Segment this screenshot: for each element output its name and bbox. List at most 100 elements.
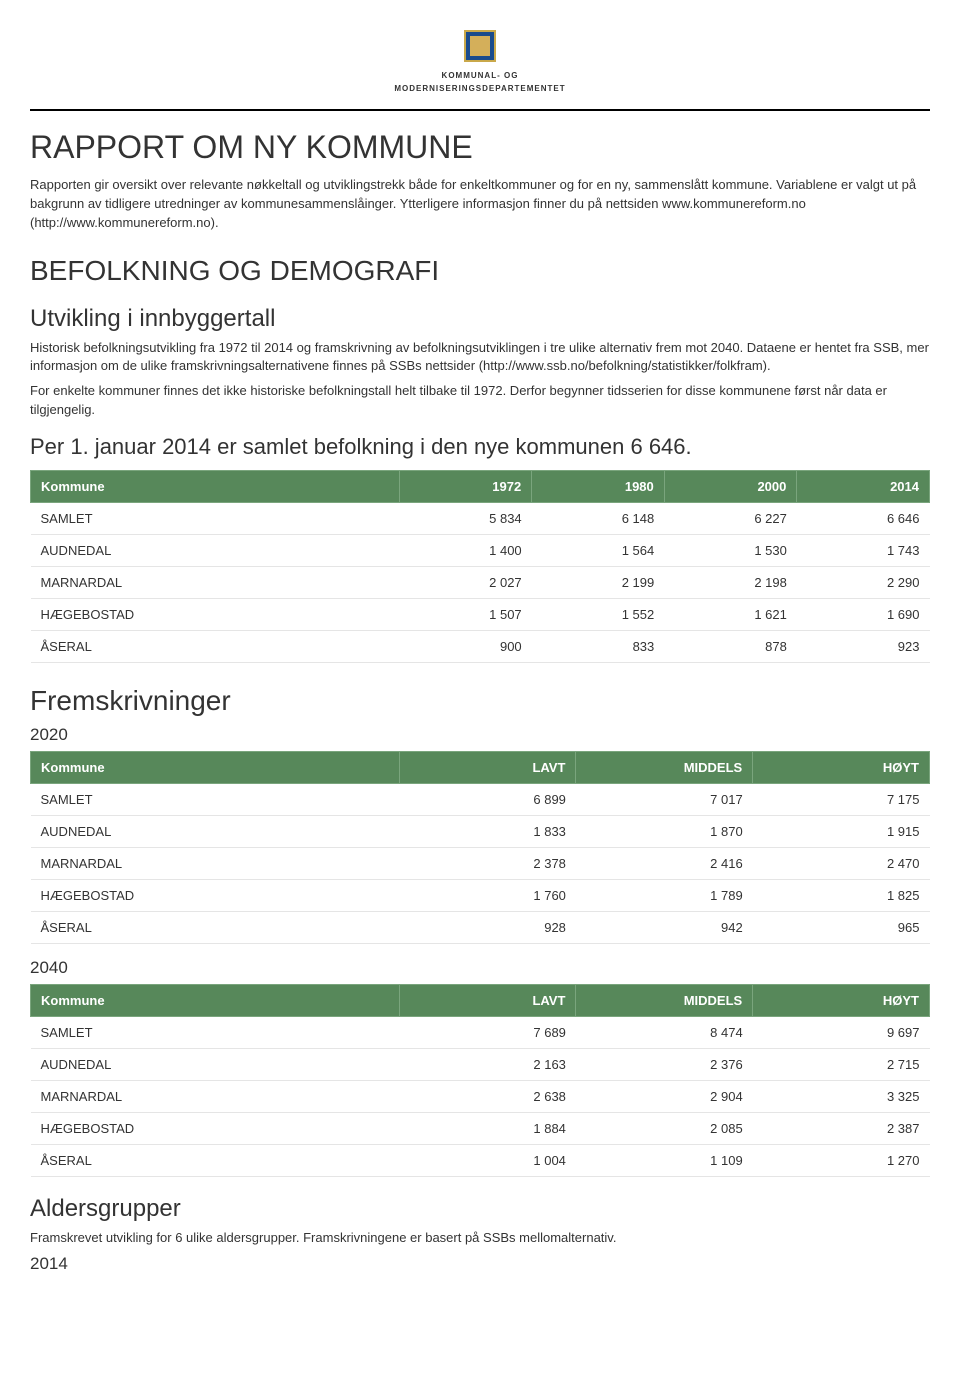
table-cell: MARNARDAL	[31, 1080, 400, 1112]
table-header: Kommune	[31, 984, 400, 1016]
sub-heading-innbyggertall: Utvikling i innbyggertall	[30, 305, 930, 333]
table-cell: 2 290	[797, 566, 930, 598]
table-cell: 2 376	[576, 1048, 753, 1080]
table-row: HÆGEBOSTAD1 5071 5521 6211 690	[31, 598, 930, 630]
table-cell: 8 474	[576, 1016, 753, 1048]
table-cell: 1 884	[399, 1112, 576, 1144]
table-header: HØYT	[753, 751, 930, 783]
table-cell: 6 899	[399, 783, 576, 815]
table-cell: 2 378	[399, 847, 576, 879]
table-cell: 1 870	[576, 815, 753, 847]
table-cell: 7 689	[399, 1016, 576, 1048]
table-cell: 2 470	[753, 847, 930, 879]
table-header: MIDDELS	[576, 751, 753, 783]
table-cell: AUDNEDAL	[31, 1048, 400, 1080]
table-cell: 1 400	[399, 534, 532, 566]
table-header: MIDDELS	[576, 984, 753, 1016]
table-cell: 6 148	[532, 502, 665, 534]
table-cell: 1 507	[399, 598, 532, 630]
table-body-hist: SAMLET5 8346 1486 2276 646AUDNEDAL1 4001…	[31, 502, 930, 662]
table-row: AUDNEDAL1 4001 5641 5301 743	[31, 534, 930, 566]
table-cell: 900	[399, 630, 532, 662]
table-row: MARNARDAL2 0272 1992 1982 290	[31, 566, 930, 598]
table-row: ÅSERAL900833878923	[31, 630, 930, 662]
table-historic-population: Kommune 1972 1980 2000 2014 SAMLET5 8346…	[30, 470, 930, 663]
table-cell: AUDNEDAL	[31, 534, 400, 566]
section-heading-fremskrivninger: Fremskrivninger	[30, 685, 930, 717]
table-row: HÆGEBOSTAD1 7601 7891 825	[31, 879, 930, 911]
year-label-2020: 2020	[30, 725, 930, 745]
org-name-line2: MODERNISERINGSDEPARTEMENTET	[30, 84, 930, 93]
table-body-2020: SAMLET6 8997 0177 175AUDNEDAL1 8331 8701…	[31, 783, 930, 943]
table-cell: 2 163	[399, 1048, 576, 1080]
table-cell: 2 027	[399, 566, 532, 598]
table-cell: 9 697	[753, 1016, 930, 1048]
section-heading-demografi: BEFOLKNING OG DEMOGRAFI	[30, 255, 930, 287]
table-cell: MARNARDAL	[31, 847, 400, 879]
table-cell: 1 690	[797, 598, 930, 630]
year-label-2014: 2014	[30, 1254, 930, 1274]
demografi-p2: For enkelte kommuner finnes det ikke his…	[30, 382, 930, 420]
table-cell: 2 904	[576, 1080, 753, 1112]
table-cell: 2 638	[399, 1080, 576, 1112]
table-cell: 2 387	[753, 1112, 930, 1144]
table-header: Kommune	[31, 751, 400, 783]
table-row: AUDNEDAL2 1632 3762 715	[31, 1048, 930, 1080]
population-summary: Per 1. januar 2014 er samlet befolkning …	[30, 434, 930, 460]
table-cell: 1 743	[797, 534, 930, 566]
table-row: HÆGEBOSTAD1 8842 0852 387	[31, 1112, 930, 1144]
table-cell: 1 004	[399, 1144, 576, 1176]
table-cell: 2 085	[576, 1112, 753, 1144]
table-header: 2014	[797, 470, 930, 502]
table-cell: AUDNEDAL	[31, 815, 400, 847]
table-cell: 2 199	[532, 566, 665, 598]
table-header: 2000	[664, 470, 797, 502]
table-cell: 923	[797, 630, 930, 662]
table-cell: 965	[753, 911, 930, 943]
table-cell: 2 198	[664, 566, 797, 598]
table-cell: 7 017	[576, 783, 753, 815]
table-cell: 1 564	[532, 534, 665, 566]
table-cell: 1 789	[576, 879, 753, 911]
year-label-2040: 2040	[30, 958, 930, 978]
table-cell: 1 530	[664, 534, 797, 566]
table-row: MARNARDAL2 6382 9043 325	[31, 1080, 930, 1112]
org-name-line1: KOMMUNAL- OG	[30, 71, 930, 80]
sub-heading-aldersgrupper: Aldersgrupper	[30, 1195, 930, 1223]
table-cell: 1 825	[753, 879, 930, 911]
page-title: RAPPORT OM NY KOMMUNE	[30, 129, 930, 166]
table-cell: 1 760	[399, 879, 576, 911]
table-header: HØYT	[753, 984, 930, 1016]
shield-icon	[464, 30, 496, 62]
table-cell: 5 834	[399, 502, 532, 534]
intro-paragraph: Rapporten gir oversikt over relevante nø…	[30, 176, 930, 233]
table-cell: 2 416	[576, 847, 753, 879]
table-cell: SAMLET	[31, 502, 400, 534]
table-cell: 1 621	[664, 598, 797, 630]
table-cell: 942	[576, 911, 753, 943]
table-cell: HÆGEBOSTAD	[31, 598, 400, 630]
table-cell: 1 915	[753, 815, 930, 847]
table-row: SAMLET7 6898 4749 697	[31, 1016, 930, 1048]
table-row: ÅSERAL1 0041 1091 270	[31, 1144, 930, 1176]
table-cell: 6 227	[664, 502, 797, 534]
table-cell: 833	[532, 630, 665, 662]
table-cell: 6 646	[797, 502, 930, 534]
table-cell: HÆGEBOSTAD	[31, 1112, 400, 1144]
table-cell: 928	[399, 911, 576, 943]
table-cell: 2 715	[753, 1048, 930, 1080]
table-header: LAVT	[399, 984, 576, 1016]
header-divider	[30, 109, 930, 111]
table-cell: 1 552	[532, 598, 665, 630]
table-row: ÅSERAL928942965	[31, 911, 930, 943]
table-cell: ÅSERAL	[31, 1144, 400, 1176]
table-cell: ÅSERAL	[31, 911, 400, 943]
aldersgrupper-paragraph: Framskrevet utvikling for 6 ulike alders…	[30, 1229, 930, 1248]
table-row: MARNARDAL2 3782 4162 470	[31, 847, 930, 879]
demografi-p1: Historisk befolkningsutvikling fra 1972 …	[30, 339, 930, 377]
table-body-2040: SAMLET7 6898 4749 697AUDNEDAL2 1632 3762…	[31, 1016, 930, 1176]
table-row: SAMLET5 8346 1486 2276 646	[31, 502, 930, 534]
table-cell: 7 175	[753, 783, 930, 815]
table-cell: ÅSERAL	[31, 630, 400, 662]
table-cell: SAMLET	[31, 783, 400, 815]
